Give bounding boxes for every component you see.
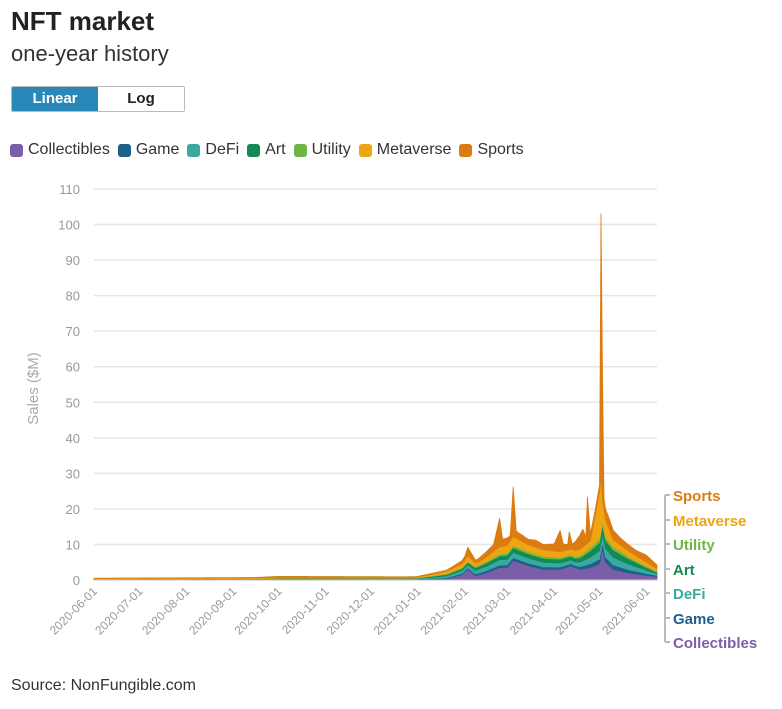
y-tick-label: 100 xyxy=(58,218,80,233)
legend: Collectibles Game DeFi Art Utility Metaverse S… xyxy=(10,141,532,159)
legend-swatch xyxy=(459,143,473,157)
y-tick-label: 10 xyxy=(66,537,80,552)
x-tick-label: 2020-12-01 xyxy=(324,584,378,638)
legend-label: Collectibles xyxy=(28,141,110,158)
x-tick-label: 2020-07-01 xyxy=(92,584,146,638)
legend-swatch xyxy=(247,143,261,157)
x-tick-label: 2021-05-01 xyxy=(552,584,606,638)
legend-item-collectibles[interactable]: Collectibles xyxy=(10,141,110,159)
x-tick-label: 2020-10-01 xyxy=(231,584,285,638)
legend-swatch xyxy=(293,143,307,157)
y-tick-label: 40 xyxy=(66,431,80,446)
legend-item-sports[interactable]: Sports xyxy=(459,141,524,159)
legend-item-metaverse[interactable]: Metaverse xyxy=(358,141,452,159)
scale-toggle: Linear Log xyxy=(11,86,185,112)
source-note: Source: NonFungible.com xyxy=(11,677,196,694)
legend-item-defi[interactable]: DeFi xyxy=(187,141,239,159)
legend-label: Art xyxy=(265,141,286,158)
y-axis-label: Sales ($M) xyxy=(25,352,42,425)
legend-swatch xyxy=(187,143,201,157)
direct-label-utility: Utility xyxy=(673,537,715,554)
linear-scale-button[interactable]: Linear xyxy=(12,87,98,111)
legend-swatch xyxy=(117,143,131,157)
y-tick-label: 0 xyxy=(73,573,80,588)
legend-swatch xyxy=(10,143,23,157)
log-scale-button[interactable]: Log xyxy=(98,87,184,111)
direct-label-art: Art xyxy=(673,562,695,579)
x-tick-label: 2020-06-01 xyxy=(47,584,101,638)
x-tick-label: 2020-09-01 xyxy=(186,584,240,638)
x-tick-label: 2021-06-01 xyxy=(599,584,653,638)
y-tick-label: 80 xyxy=(66,289,80,304)
direct-label-metaverse: Metaverse xyxy=(673,513,746,530)
x-tick-label: 2020-08-01 xyxy=(139,584,193,638)
x-tick-label: 2021-01-01 xyxy=(371,584,425,638)
y-tick-label: 50 xyxy=(66,395,80,410)
y-tick-label: 70 xyxy=(66,324,80,339)
legend-swatch xyxy=(358,143,372,157)
y-tick-label: 30 xyxy=(66,466,80,481)
legend-label: Sports xyxy=(477,141,524,158)
y-tick-label: 20 xyxy=(66,502,80,517)
direct-label-defi: DeFi xyxy=(673,586,706,603)
legend-item-game[interactable]: Game xyxy=(117,141,180,159)
legend-item-art[interactable]: Art xyxy=(247,141,286,159)
direct-label-collectibles: Collectibles xyxy=(673,635,757,652)
chart-subtitle: one-year history xyxy=(11,41,169,66)
legend-label: Utility xyxy=(311,141,351,158)
y-tick-label: 110 xyxy=(59,182,80,197)
y-tick-label: 60 xyxy=(66,360,80,375)
area-layers xyxy=(93,213,658,581)
legend-label: DeFi xyxy=(205,141,240,158)
legend-label: Metaverse xyxy=(376,141,452,158)
direct-label-game: Game xyxy=(673,611,715,628)
y-tick-label: 90 xyxy=(66,253,80,268)
legend-label: Game xyxy=(135,141,180,158)
x-tick-label: 2021-04-01 xyxy=(507,584,561,638)
chart-title: NFT market xyxy=(11,6,155,36)
direct-label-sports: Sports xyxy=(673,488,721,505)
legend-item-utility[interactable]: Utility xyxy=(293,141,351,159)
area-sports[interactable] xyxy=(93,213,658,579)
